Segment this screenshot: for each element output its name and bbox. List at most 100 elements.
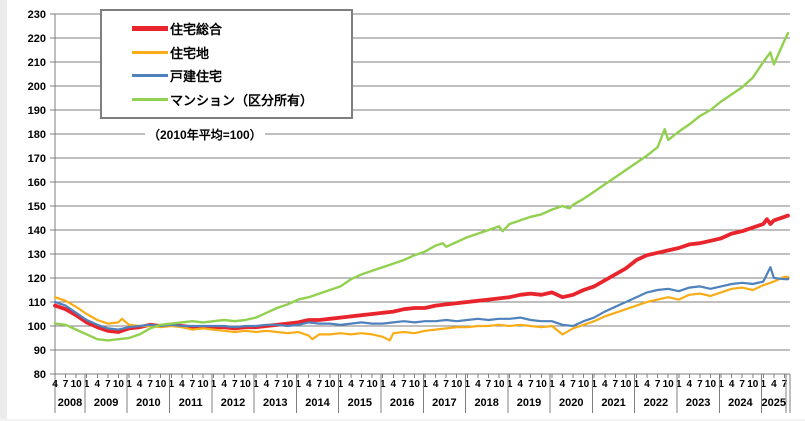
bottom-edge-band — [0, 419, 805, 421]
x-month-label-2016-1: 1 — [380, 379, 386, 390]
legend-label-detached-house: 戸建住宅 — [170, 69, 223, 85]
x-month-label-2022-7: 7 — [655, 379, 661, 390]
x-month-label-2009-7: 7 — [105, 379, 111, 390]
x-month-label-2019-10: 10 — [536, 379, 548, 390]
x-year-label-2017: 2017 — [432, 397, 456, 409]
legend-swatch-detached-house — [132, 74, 168, 78]
x-month-label-2025-4: 4 — [771, 379, 777, 390]
y-axis-label-90: 90 — [34, 345, 46, 357]
x-month-label-2018-4: 4 — [475, 379, 481, 390]
y-axis-label-200: 200 — [28, 81, 46, 93]
x-month-label-2024-1: 1 — [718, 379, 724, 390]
legend-item-condominium: マンション（区分所有） — [132, 90, 351, 109]
x-month-label-2013-4: 4 — [264, 379, 270, 390]
x-month-label-2024-10: 10 — [747, 379, 759, 390]
series-line-3 — [53, 32, 790, 342]
x-month-label-2013-10: 10 — [282, 379, 294, 390]
x-month-label-2025-1: 1 — [761, 379, 767, 390]
x-month-label-2020-1: 1 — [549, 379, 555, 390]
y-axis-label-100: 100 — [28, 321, 46, 333]
x-year-label-2020: 2020 — [559, 397, 583, 409]
x-month-label-2013-7: 7 — [274, 379, 280, 390]
x-year-label-2008: 2008 — [58, 397, 82, 409]
series-line-0 — [53, 213, 790, 334]
x-month-label-2011-10: 10 — [197, 379, 209, 390]
x-month-label-2019-4: 4 — [517, 379, 523, 390]
x-month-label-2016-7: 7 — [401, 379, 407, 390]
x-month-label-2022-4: 4 — [644, 379, 650, 390]
x-month-label-2016-10: 10 — [409, 379, 421, 390]
x-month-label-2023-1: 1 — [676, 379, 682, 390]
legend-swatch-residential-land — [132, 50, 168, 54]
legend-label-residential-total: 住宅総合 — [170, 22, 223, 38]
x-month-label-2018-10: 10 — [493, 379, 505, 390]
x-month-label-2010-7: 7 — [147, 379, 153, 390]
y-axis-label-120: 120 — [28, 273, 46, 285]
x-month-label-2012-10: 10 — [240, 379, 252, 390]
x-month-label-2021-1: 1 — [591, 379, 597, 390]
x-month-label-2018-7: 7 — [486, 379, 492, 390]
legend-label-condominium: マンション（区分所有） — [170, 92, 314, 108]
y-axis-label-130: 130 — [28, 249, 46, 261]
x-month-label-2014-4: 4 — [306, 379, 312, 390]
chart-legend: 住宅総合 住宅地 戸建住宅 マンション（区分所有） — [100, 9, 353, 119]
x-month-label-2017-7: 7 — [443, 379, 449, 390]
x-month-label-2020-4: 4 — [560, 379, 566, 390]
x-month-label-2012-7: 7 — [232, 379, 238, 390]
x-month-label-2019-1: 1 — [507, 379, 513, 390]
x-year-label-2011: 2011 — [179, 397, 203, 409]
x-year-label-2010: 2010 — [136, 397, 160, 409]
y-axis-label-80: 80 — [34, 369, 46, 381]
x-month-label-2017-1: 1 — [422, 379, 428, 390]
y-axis-label-170: 170 — [28, 153, 46, 165]
legend-label-residential-land: 住宅地 — [170, 45, 210, 61]
x-year-label-2018: 2018 — [474, 397, 498, 409]
x-month-label-2023-4: 4 — [687, 379, 693, 390]
x-month-label-2010-1: 1 — [126, 379, 132, 390]
x-month-label-2014-1: 1 — [295, 379, 301, 390]
x-month-label-2012-4: 4 — [221, 379, 227, 390]
x-month-label-2008-10: 10 — [71, 379, 83, 390]
y-axis-label-180: 180 — [28, 129, 46, 141]
x-month-label-2015-4: 4 — [348, 379, 354, 390]
x-month-label-2017-10: 10 — [451, 379, 463, 390]
y-axis-label-140: 140 — [28, 225, 46, 237]
x-month-label-2022-10: 10 — [663, 379, 675, 390]
y-axis-label-190: 190 — [28, 105, 46, 117]
x-year-label-2012: 2012 — [221, 397, 245, 409]
x-month-label-2021-7: 7 — [613, 379, 619, 390]
x-year-label-2022: 2022 — [644, 397, 668, 409]
y-axis-label-160: 160 — [28, 177, 46, 189]
x-month-label-2015-10: 10 — [367, 379, 379, 390]
y-axis-label-210: 210 — [28, 57, 46, 69]
x-month-label-2015-1: 1 — [338, 379, 344, 390]
x-month-label-2013-1: 1 — [253, 379, 259, 390]
legend-swatch-condominium — [132, 97, 168, 101]
legend-item-residential-land: 住宅地 — [132, 43, 351, 62]
x-month-label-2008-7: 7 — [63, 379, 69, 390]
x-year-label-2014: 2014 — [305, 397, 330, 409]
x-month-label-2020-10: 10 — [578, 379, 590, 390]
x-year-label-2009: 2009 — [94, 397, 118, 409]
x-year-label-2021: 2021 — [601, 397, 625, 409]
x-month-label-2009-10: 10 — [113, 379, 125, 390]
y-axis-label-150: 150 — [28, 201, 46, 213]
x-month-label-2025-7: 7 — [782, 379, 788, 390]
left-edge-band — [0, 0, 7, 421]
series-line-1 — [53, 275, 790, 342]
x-month-label-2009-4: 4 — [95, 379, 101, 390]
x-month-label-2019-7: 7 — [528, 379, 534, 390]
x-month-label-2021-10: 10 — [620, 379, 632, 390]
x-month-label-2014-7: 7 — [317, 379, 323, 390]
baseline-note: （2010年平均=100） — [145, 126, 265, 143]
legend-item-residential-total: 住宅総合 — [132, 19, 351, 38]
legend-item-detached-house: 戸建住宅 — [132, 66, 351, 85]
x-year-label-2019: 2019 — [517, 397, 541, 409]
x-month-label-2016-4: 4 — [391, 379, 397, 390]
x-month-label-2020-7: 7 — [570, 379, 576, 390]
x-month-label-2015-7: 7 — [359, 379, 365, 390]
x-month-label-2008-4: 4 — [52, 379, 58, 390]
x-month-label-2011-4: 4 — [179, 379, 185, 390]
